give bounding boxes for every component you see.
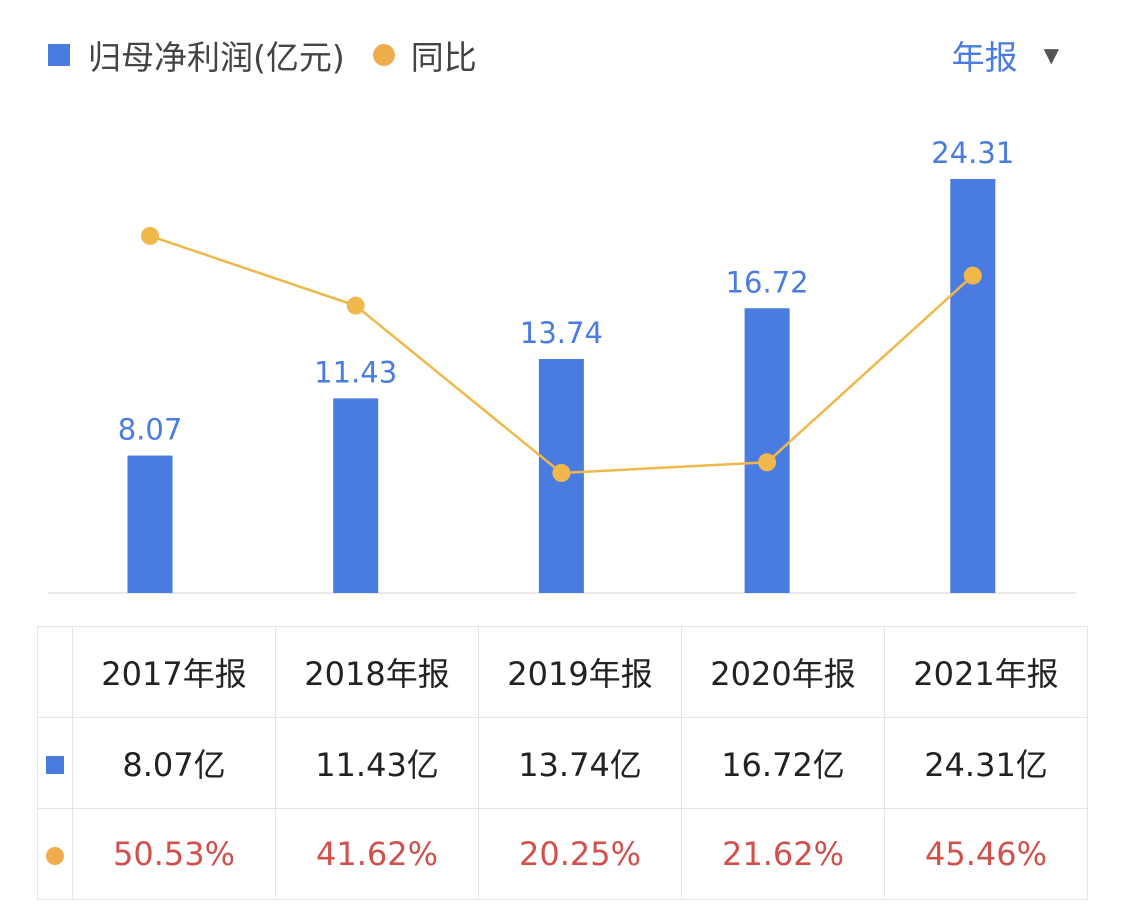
table-corner [37,626,73,718]
period-label: 年报 [951,38,1018,77]
bar [333,398,379,593]
bar-data-label: 8.07 [118,413,183,447]
table-header-row: 2017年报 2018年报 2019年报 2020年报 2021年报 [37,626,1088,718]
growth-point [963,266,982,285]
header-cell: 2018年报 [275,626,479,718]
bar-legend-label: 归母净利润(亿元) [88,38,345,77]
header-cell: 2017年报 [72,626,276,718]
bar-data-label: 13.74 [520,316,603,350]
header-cell: 2020年报 [681,626,885,718]
growth-cell: 41.62% [275,808,479,900]
line-legend-label: 同比 [410,38,477,77]
data-table: 2017年报 2018年报 2019年报 2020年报 2021年报 8.07亿… [37,626,1088,900]
bar [744,308,790,593]
growth-cell: 21.62% [681,808,885,900]
bar-data-label: 16.72 [726,265,809,299]
legend: 归母净利润(亿元) 同比 [48,32,477,78]
growth-cell: 50.53% [72,808,276,900]
chart: 8.07 11.43 13.74 16.72 24.31 [48,136,1076,594]
bar-data-label: 24.31 [931,136,1014,170]
bar [950,179,996,593]
header-cell: 2021年报 [884,626,1088,718]
growth-point [758,453,777,472]
growth-cell: 45.46% [884,808,1088,900]
profit-cell: 8.07亿 [72,717,276,809]
bar-series-marker [46,756,64,774]
profit-cell: 16.72亿 [681,717,885,809]
growth-cell: 20.25% [478,808,682,900]
growth-point [141,226,159,245]
growth-point [552,464,571,482]
period-selector[interactable]: 年报 ▼ [952,32,1059,78]
line-series-marker [46,847,64,865]
caret-down-icon: ▼ [1043,43,1059,67]
header-cell: 2019年报 [478,626,682,718]
table-row-profit: 8.07亿 11.43亿 13.74亿 16.72亿 24.31亿 [37,717,1088,809]
bar-legend-swatch [48,44,70,66]
bar [127,455,173,593]
line-legend-swatch [372,44,395,66]
profit-cell: 13.74亿 [478,717,682,809]
profit-cell: 24.31亿 [884,717,1088,809]
bar-data-label: 11.43 [314,355,397,389]
growth-point [346,296,365,315]
table-row-growth: 50.53% 41.62% 20.25% 21.62% 45.46% [37,808,1088,900]
profit-cell: 11.43亿 [275,717,479,809]
